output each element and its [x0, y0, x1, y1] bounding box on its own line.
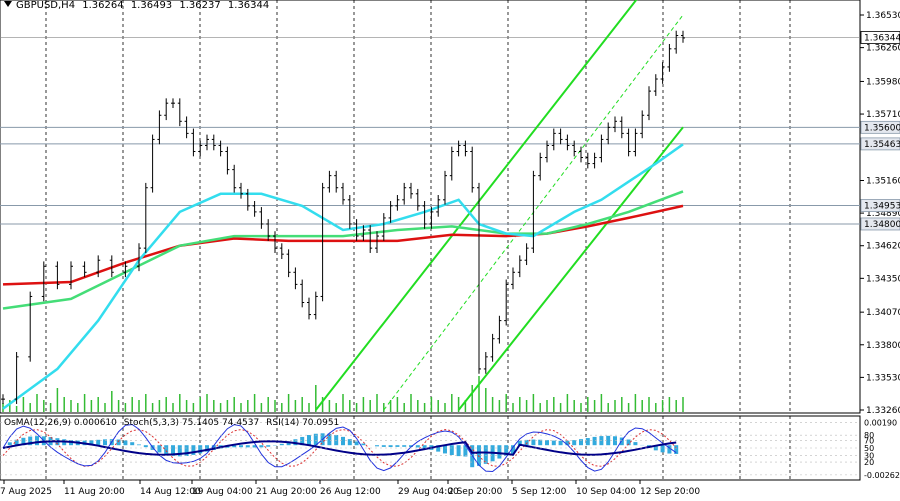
low-value: 1.36237 [179, 0, 221, 11]
price-tick-label: 1.34070 [866, 308, 900, 318]
osma-label: OsMA(12,26,9) 0.000610 [4, 418, 117, 428]
chart-header: GBPUSD,H4 1.36264 1.36493 1.36237 1.3634… [4, 0, 273, 11]
price-tick-label: 1.36260 [866, 44, 900, 54]
stoch-signal-line [2, 428, 677, 467]
close-value: 1.36344 [227, 0, 270, 11]
indicator-tick-label: -0.00262 [864, 471, 900, 480]
indicator-tick-label: 20 [864, 458, 874, 467]
time-tick-label: 26 Aug 12:00 [320, 487, 381, 497]
indicator-tick-label: 50 [864, 444, 874, 453]
time-tick-label: 2 Sep 20:00 [448, 487, 503, 497]
time-tick-label: 21 Aug 20:00 [256, 487, 317, 497]
last-price-box [860, 31, 900, 44]
last-price-label: 1.36344 [864, 33, 900, 43]
level-label-box [860, 137, 900, 151]
level-label-box [860, 217, 900, 231]
price-tick-label: 1.33260 [866, 406, 900, 416]
rsi-label: RSI(14) 70.0951 [266, 418, 340, 428]
stoch-main-line [2, 423, 677, 473]
time-tick-label: 14 Aug 12:00 [140, 487, 201, 497]
indicator-tick-label: 0.00190 [864, 418, 897, 427]
time-tick-label: 12 Sep 20:00 [640, 487, 700, 497]
time-tick-label: 11 Aug 20:00 [64, 487, 125, 497]
indicator-tick-label: 30 [864, 452, 874, 461]
indicator-tick-label: 70 [864, 436, 874, 445]
price-tick-label: 1.34620 [866, 242, 900, 252]
stoch-label: Stoch(5,3,3) 75.1405 74.4537 [123, 418, 260, 428]
dropdown-triangle-icon[interactable] [4, 1, 12, 7]
main-pane-frame [0, 0, 861, 414]
channel-upper-line [315, 0, 638, 411]
time-tick-label: 5 Sep 12:00 [512, 487, 567, 497]
price-tick-label: 1.35710 [866, 110, 900, 120]
open-value: 1.36264 [82, 0, 124, 11]
price-tick-label: 1.34890 [866, 209, 900, 219]
level-label: 1.35600 [864, 123, 900, 133]
price-tick-label: 1.33530 [866, 373, 900, 383]
level-label: 1.34953 [864, 201, 900, 211]
price-tick-label: 1.34350 [866, 274, 900, 284]
level-label-box [860, 120, 900, 134]
level-label: 1.35463 [864, 140, 900, 150]
high-value: 1.36493 [130, 0, 173, 11]
level-label-box [860, 199, 900, 212]
price-tick-label: 1.35160 [866, 176, 900, 186]
time-tick-label: 7 Aug 2025 [0, 487, 52, 497]
symbol-label: GBPUSD,H4 [16, 0, 76, 11]
channel-lower-line [457, 126, 684, 411]
time-tick-label: 29 Aug 04:00 [398, 487, 459, 497]
rsi-line [2, 440, 677, 456]
price-tick-label: 1.35980 [866, 77, 900, 87]
time-tick-label: 10 Sep 04:00 [576, 487, 636, 497]
price-tick-label: 1.36530 [866, 11, 900, 21]
price-tick-label: 1.33800 [866, 341, 900, 351]
level-label: 1.34800 [864, 220, 900, 230]
indicator-header: OsMA(12,26,9) 0.000610 Stoch(5,3,3) 75.1… [4, 418, 343, 428]
indicator-tick-label: 80 [864, 431, 874, 440]
time-tick-label: 19 Aug 04:00 [192, 487, 253, 497]
